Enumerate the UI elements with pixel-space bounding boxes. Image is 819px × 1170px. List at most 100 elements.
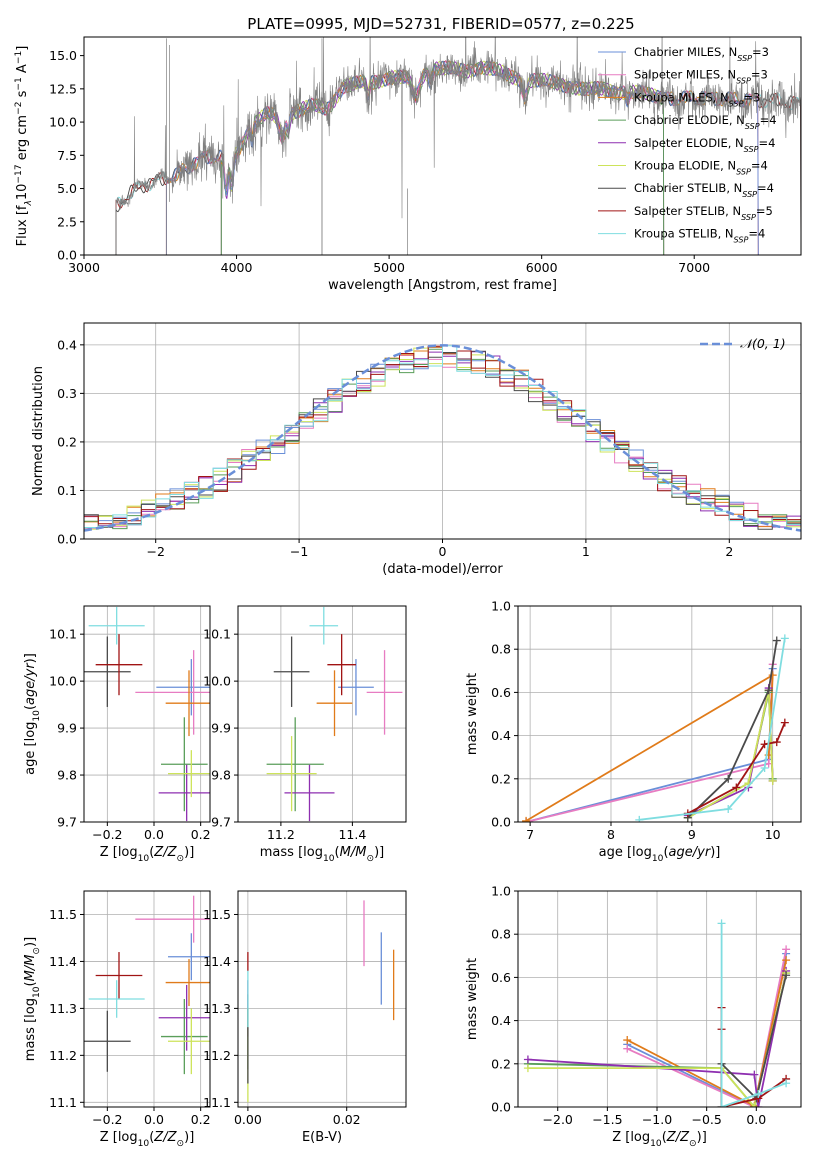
y-tick-label: 7.5 <box>57 148 77 163</box>
legend-label-chabrier_miles-part: SSP <box>737 54 752 63</box>
weight-marker-chabrier_stelib <box>724 774 733 783</box>
weight-marker-salpeter_elodie <box>754 1103 763 1107</box>
y-axis-label-part: −1 <box>14 77 24 90</box>
y-tick-label: 0.2 <box>57 434 77 449</box>
x-tick-label: −0.2 <box>92 827 122 842</box>
axes-frame <box>83 36 802 256</box>
legend-label-kroupa_miles-part: Kroupa MILES, N <box>634 90 729 104</box>
y-axis-label-part: Flux [f <box>15 205 30 246</box>
x-tick-label: −2 <box>146 544 164 559</box>
weight-marker-salpeter_stelib <box>772 738 781 747</box>
axes-spectrum: 3000 4000 5000 6000 7000 0.0 2.5 5.0 7.5 10.0 12.5… <box>14 36 802 293</box>
y-tick-label: 0.0 <box>57 532 77 547</box>
legend-label-kroupa_miles-part: SSP <box>729 99 744 108</box>
plot-area-spectrum <box>115 37 801 255</box>
x-axis-label: (data-model)/error <box>382 562 503 577</box>
y-tick-label: 11.1 <box>203 1095 231 1110</box>
x-tick-label: 0.2 <box>191 1112 211 1127</box>
x-axis-label-part: wavelength [Angstrom, rest frame] <box>328 278 557 293</box>
weight-marker-kroupa_miles <box>522 816 531 822</box>
axes-residuals: −2 −1 0 1 2 0.0 0.1 0.2 0.3 0.4 (data-model)/error… <box>31 322 802 577</box>
weight-marker-salpeter_miles <box>782 945 791 954</box>
y-tick-label: 0.8 <box>491 642 511 657</box>
legend-label-kroupa_stelib-part: =4 <box>748 227 765 241</box>
y-axis-label-part: ⊙ <box>32 947 42 955</box>
legend-label-kroupa_elodie: Kroupa ELODIE, NSSP=4 <box>634 159 768 177</box>
x-tick-label: 3000 <box>68 260 100 275</box>
x-tick-label: 0.00 <box>234 1112 262 1127</box>
legend-label-salpeter_stelib-part: Salpeter STELIB, N <box>634 204 741 218</box>
y-tick-label: 0.0 <box>491 1100 511 1115</box>
y-tick-label: 0.1 <box>57 483 77 498</box>
weight-marker-kroupa_elodie <box>768 776 777 785</box>
plot-area-age_vs_mass <box>266 606 403 822</box>
weight-marker-kroupa_stelib <box>724 805 733 814</box>
y-tick-label: 0.2 <box>491 771 511 786</box>
y-tick-label: 10.0 <box>203 674 231 689</box>
legend-label-salpeter_elodie-part: =4 <box>758 136 775 150</box>
y-axis-label-part: ( <box>23 705 38 710</box>
x-axis-label-part: age [log <box>599 845 652 860</box>
x-tick-label: 0.02 <box>333 1112 361 1127</box>
legend-label-kroupa_stelib-part: SSP <box>734 235 749 244</box>
weight-line-chabrier_stelib <box>687 640 778 819</box>
x-axis-label-part: E(B-V) <box>302 1130 342 1145</box>
y-axis-label-part: age [log <box>23 722 38 775</box>
x-axis-label-part: Z/Z <box>153 845 177 860</box>
axes-frame <box>83 890 211 1108</box>
x-tick-label: 11.4 <box>338 827 366 842</box>
legend-label-kroupa_elodie-part: Kroupa ELODIE, N <box>634 159 736 173</box>
y-tick-label: 0.4 <box>491 1013 511 1028</box>
legend-label-salpeter_miles-part: SSP <box>736 76 751 85</box>
x-tick-label: 10 <box>765 827 781 842</box>
x-axis-label-part: ⊙ <box>689 1139 697 1149</box>
axes-frame <box>517 605 802 823</box>
y-tick-label: 0.3 <box>57 386 77 401</box>
y-axis-label: Normed distribution <box>31 366 46 496</box>
weight-marker-kroupa_stelib <box>782 1079 791 1088</box>
x-tick-label: 9 <box>688 827 696 842</box>
legend-label-chabrier_miles-part: =3 <box>752 45 769 59</box>
legend-label-chabrier_stelib-part: =4 <box>757 181 774 195</box>
axes-frame <box>517 890 802 1108</box>
weight-marker-kroupa_stelib <box>717 919 726 928</box>
x-tick-label: 7000 <box>678 260 710 275</box>
y-tick-label: 0.0 <box>57 248 77 263</box>
y-axis-label-part: ] <box>15 46 30 51</box>
legend-label-chabrier_stelib: Chabrier STELIB, NSSP=4 <box>634 181 774 199</box>
y-axis-label: mass weight <box>465 673 480 755</box>
x-tick-label: −1.0 <box>642 1112 672 1127</box>
y-tick-label: 11.1 <box>49 1095 77 1110</box>
x-axis-label-part: Z [log <box>100 845 138 860</box>
axes-frame <box>83 605 211 823</box>
y-axis-label-part: 10 <box>15 184 30 201</box>
y-tick-label: 1.0 <box>491 599 511 614</box>
x-axis-label-part: 10 <box>652 854 664 864</box>
x-tick-label: 0.0 <box>144 1112 164 1127</box>
legend-label-salpeter_miles: Salpeter MILES, NSSP=3 <box>634 68 768 86</box>
x-tick-label: −0.2 <box>92 1112 122 1127</box>
x-axis-label-part: ( <box>335 845 340 860</box>
x-tick-label: 0.0 <box>746 1112 766 1127</box>
plot-area-mass_vs_Z <box>84 895 210 1075</box>
y-tick-label: 0.6 <box>491 970 511 985</box>
x-axis-label-part: age/yr <box>669 845 712 860</box>
x-tick-label: 11.2 <box>267 827 295 842</box>
y-axis-label-part: mass [log <box>23 998 38 1061</box>
x-tick-label: −1.5 <box>592 1112 622 1127</box>
y-tick-label: 0.4 <box>491 728 511 743</box>
x-tick-label: −0.5 <box>691 1112 721 1127</box>
weight-marker-salpeter_elodie <box>523 1055 532 1064</box>
weight-line-kroupa_stelib <box>639 638 786 821</box>
y-tick-label: 10.0 <box>49 115 77 130</box>
x-axis-label-part: )] <box>374 845 384 860</box>
x-axis-label-part: ( <box>662 1130 667 1145</box>
x-axis-label-part: Z/Z <box>153 1130 177 1145</box>
weight-marker-salpeter_miles <box>623 1044 632 1053</box>
weight-marker-salpeter_elodie <box>750 1070 759 1079</box>
data-spectrum <box>115 37 801 255</box>
axes-frame <box>237 890 407 1108</box>
histogram-kroupa_stelib <box>84 345 801 528</box>
